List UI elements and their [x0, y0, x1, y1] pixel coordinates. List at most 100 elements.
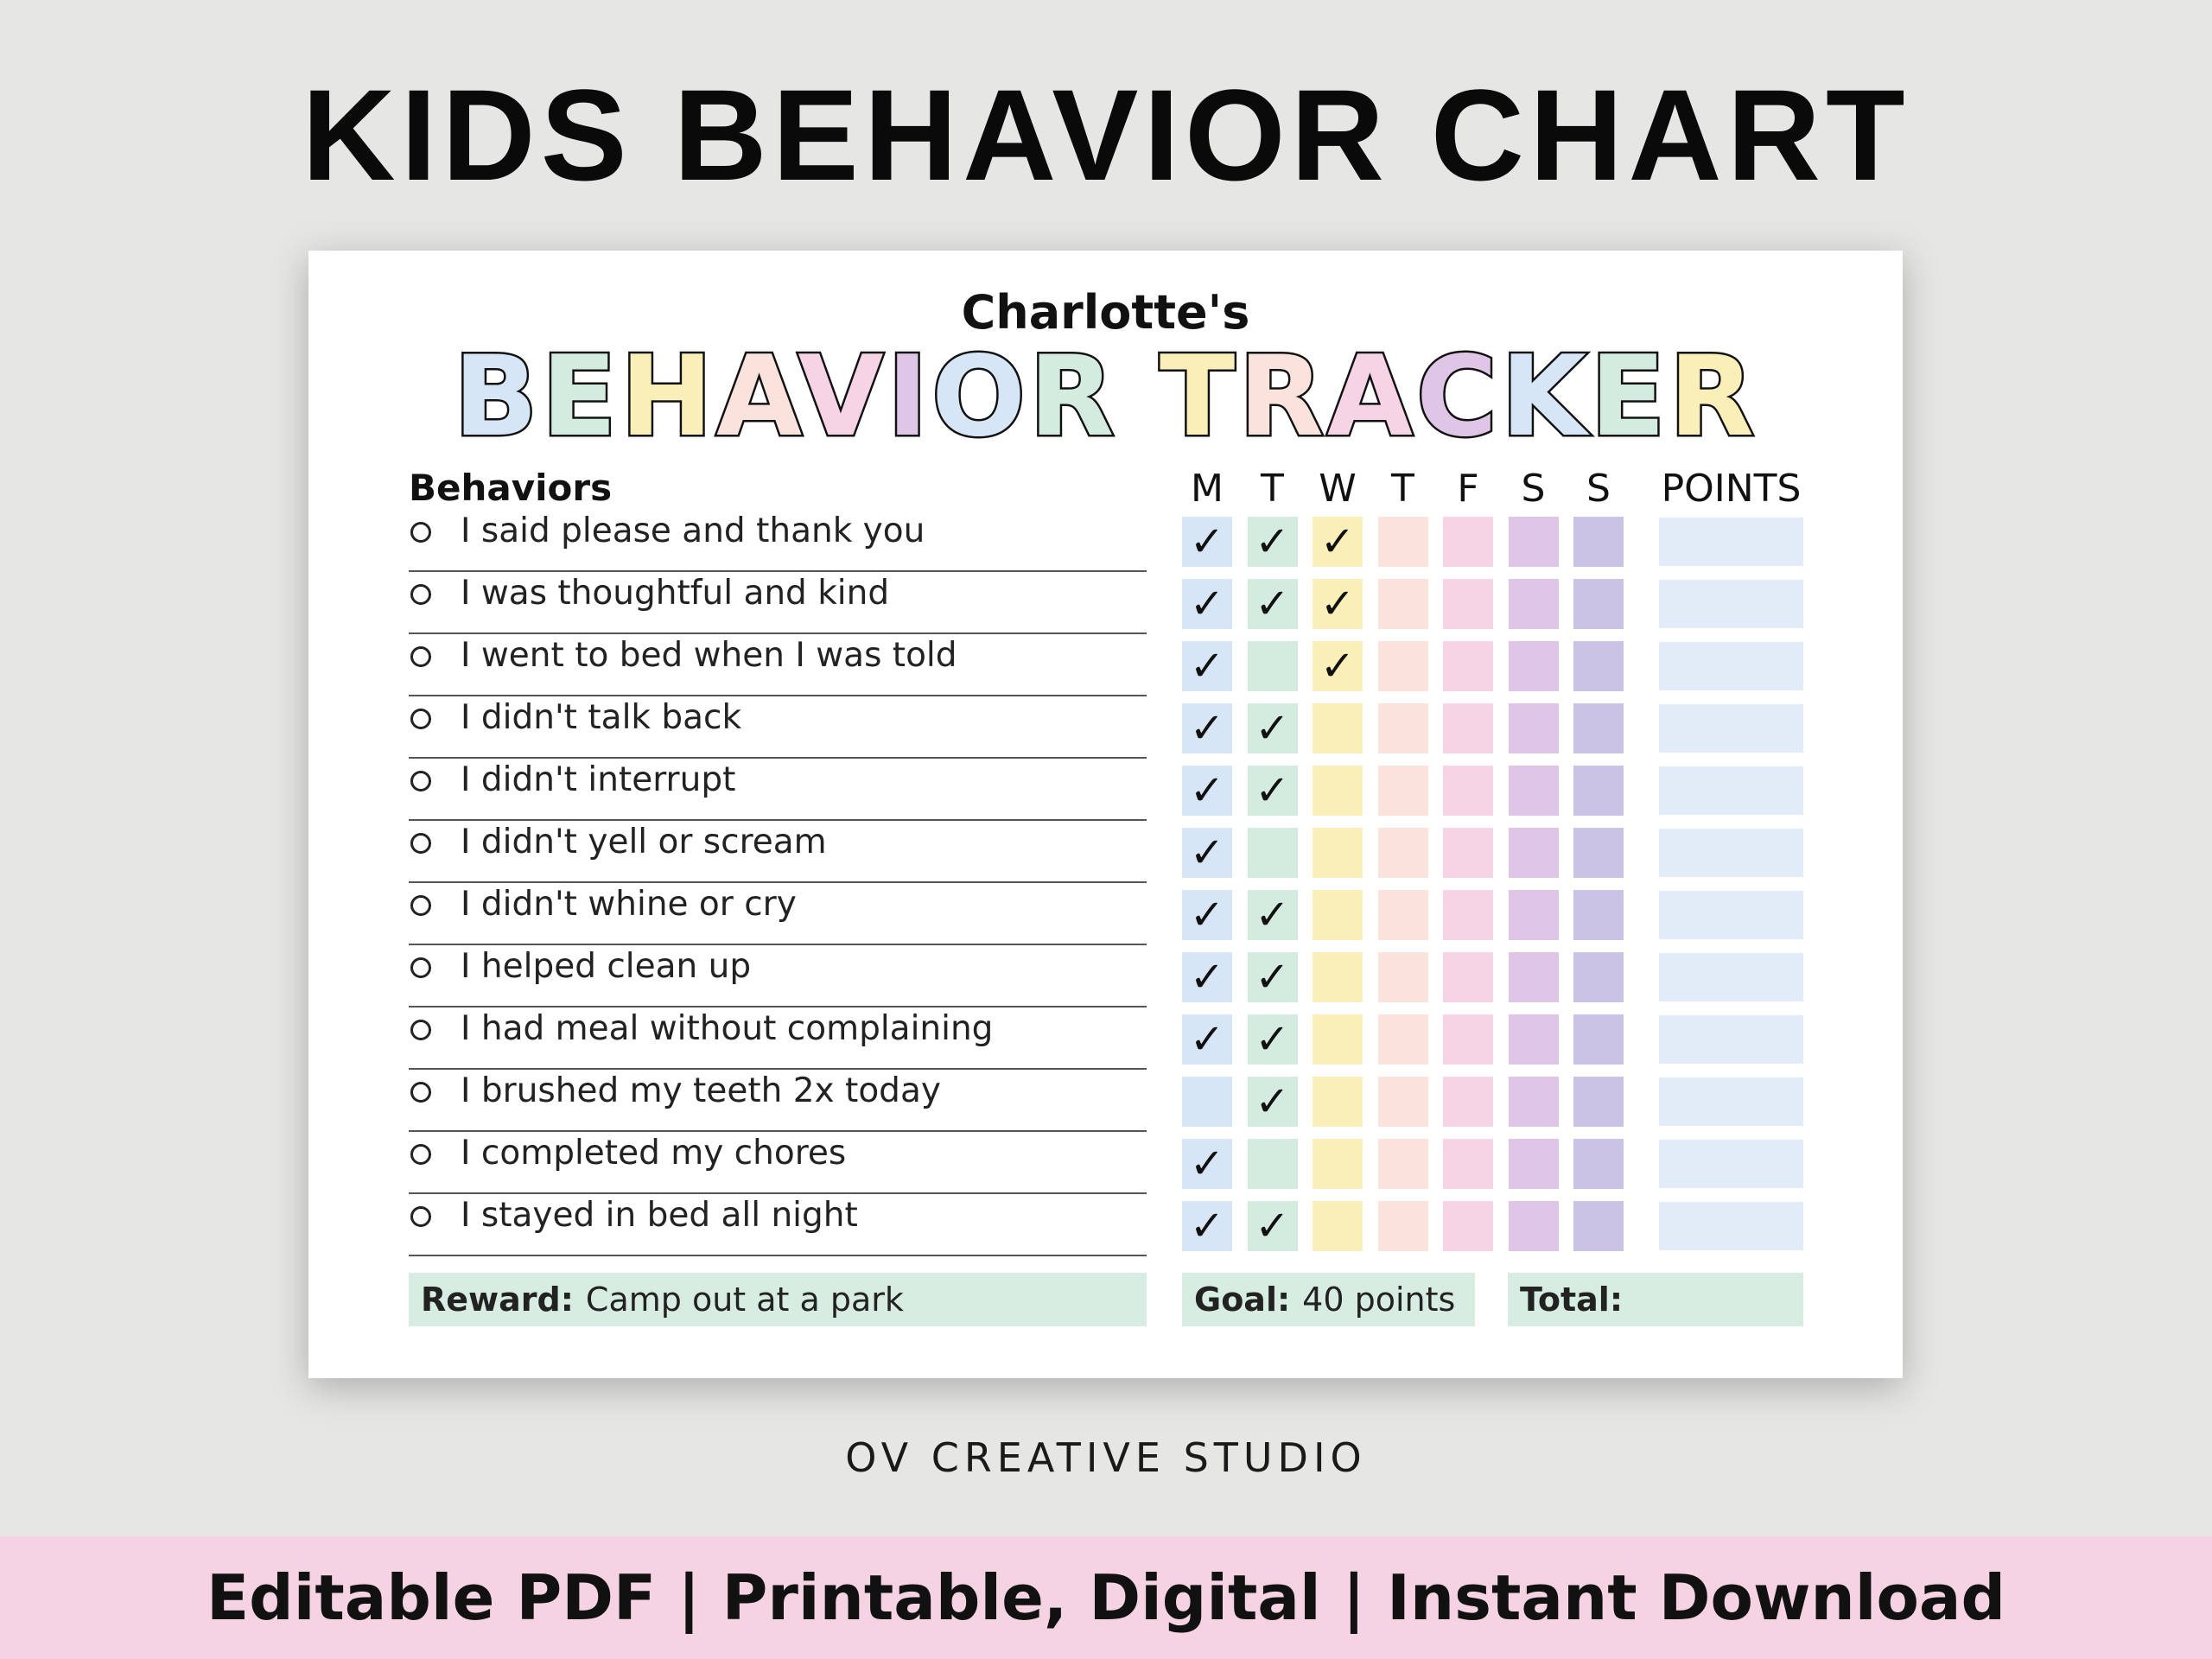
day-checkbox[interactable]: ✓: [1182, 517, 1232, 567]
total-box[interactable]: Total:: [1508, 1273, 1803, 1326]
day-checkbox[interactable]: [1443, 952, 1493, 1002]
day-checkbox[interactable]: [1443, 890, 1493, 940]
day-checkbox[interactable]: [1573, 952, 1624, 1002]
day-checkbox[interactable]: [1508, 952, 1559, 1002]
day-checkbox[interactable]: ✓: [1247, 517, 1298, 567]
day-checkbox[interactable]: [1443, 579, 1493, 629]
day-checkbox[interactable]: [1377, 1139, 1428, 1189]
day-checkbox[interactable]: [1508, 1201, 1559, 1251]
day-checkbox[interactable]: [1377, 579, 1428, 629]
day-checkbox[interactable]: [1377, 517, 1428, 567]
day-checkbox[interactable]: [1313, 703, 1363, 753]
day-checkbox[interactable]: ✓: [1182, 766, 1232, 816]
day-checkbox[interactable]: [1443, 703, 1493, 753]
day-checkbox[interactable]: [1182, 1077, 1232, 1127]
day-checkbox[interactable]: ✓: [1313, 579, 1363, 629]
points-box[interactable]: [1659, 766, 1803, 815]
day-checkbox[interactable]: ✓: [1182, 1139, 1232, 1189]
day-checkbox[interactable]: ✓: [1182, 828, 1232, 878]
day-checkbox[interactable]: [1377, 703, 1428, 753]
day-checkbox[interactable]: [1377, 1077, 1428, 1127]
day-checkbox[interactable]: ✓: [1182, 1014, 1232, 1065]
day-checkbox[interactable]: [1247, 1139, 1298, 1189]
day-checkbox[interactable]: [1313, 1201, 1363, 1251]
day-checkbox[interactable]: [1443, 1014, 1493, 1065]
day-checkbox[interactable]: [1573, 1139, 1624, 1189]
day-checkbox[interactable]: [1443, 1077, 1493, 1127]
day-checkbox[interactable]: ✓: [1247, 766, 1298, 816]
day-checkbox[interactable]: [1247, 641, 1298, 691]
points-box[interactable]: [1659, 518, 1803, 566]
day-checkbox[interactable]: [1443, 766, 1493, 816]
day-checkbox[interactable]: [1508, 641, 1559, 691]
day-checkbox[interactable]: ✓: [1247, 1201, 1298, 1251]
day-checkbox[interactable]: [1377, 641, 1428, 691]
day-checkbox[interactable]: [1377, 952, 1428, 1002]
day-checkbox[interactable]: ✓: [1182, 952, 1232, 1002]
day-checkbox[interactable]: ✓: [1247, 579, 1298, 629]
day-checkbox[interactable]: ✓: [1247, 952, 1298, 1002]
day-checkbox[interactable]: ✓: [1247, 890, 1298, 940]
day-checkbox[interactable]: [1573, 890, 1624, 940]
day-checkbox[interactable]: [1573, 579, 1624, 629]
day-checkbox[interactable]: [1573, 1077, 1624, 1127]
day-checkbox[interactable]: [1313, 890, 1363, 940]
day-checkbox[interactable]: [1573, 517, 1624, 567]
day-checkbox[interactable]: [1573, 828, 1624, 878]
day-checkbox[interactable]: [1313, 1014, 1363, 1065]
behavior-row: I didn't interrupt: [409, 759, 1147, 821]
points-box[interactable]: [1659, 642, 1803, 690]
day-checkbox[interactable]: [1573, 1201, 1624, 1251]
points-box[interactable]: [1659, 1077, 1803, 1126]
day-checkbox[interactable]: ✓: [1182, 703, 1232, 753]
points-box[interactable]: [1659, 1202, 1803, 1250]
day-checkbox[interactable]: [1573, 766, 1624, 816]
reward-box[interactable]: Reward: Camp out at a park: [409, 1273, 1147, 1326]
points-box[interactable]: [1659, 1015, 1803, 1064]
points-box[interactable]: [1659, 704, 1803, 753]
points-box[interactable]: [1659, 829, 1803, 877]
day-checkbox[interactable]: [1443, 517, 1493, 567]
day-checkbox[interactable]: [1508, 1077, 1559, 1127]
day-checkbox[interactable]: ✓: [1247, 1077, 1298, 1127]
day-checkbox[interactable]: ✓: [1313, 517, 1363, 567]
day-checkbox[interactable]: [1508, 703, 1559, 753]
day-checkbox[interactable]: [1508, 517, 1559, 567]
day-checkbox[interactable]: [1377, 766, 1428, 816]
day-checkbox[interactable]: [1313, 766, 1363, 816]
day-checkbox[interactable]: [1573, 641, 1624, 691]
day-checkbox[interactable]: ✓: [1182, 641, 1232, 691]
day-checkbox[interactable]: [1443, 828, 1493, 878]
day-checkbox[interactable]: [1313, 1077, 1363, 1127]
day-checkbox[interactable]: [1443, 1139, 1493, 1189]
points-box[interactable]: [1659, 891, 1803, 939]
day-checkbox[interactable]: ✓: [1182, 579, 1232, 629]
day-checkbox[interactable]: ✓: [1313, 641, 1363, 691]
day-checkbox[interactable]: [1313, 828, 1363, 878]
day-checkbox[interactable]: [1377, 1201, 1428, 1251]
day-checkbox[interactable]: [1247, 828, 1298, 878]
day-checkbox[interactable]: ✓: [1182, 1201, 1232, 1251]
day-checkbox[interactable]: [1313, 1139, 1363, 1189]
points-box[interactable]: [1659, 580, 1803, 628]
day-checkbox[interactable]: [1573, 1014, 1624, 1065]
day-checkbox[interactable]: ✓: [1247, 1014, 1298, 1065]
points-box[interactable]: [1659, 953, 1803, 1001]
day-checkbox[interactable]: [1313, 952, 1363, 1002]
day-checkbox[interactable]: [1508, 766, 1559, 816]
day-checkbox[interactable]: [1443, 1201, 1493, 1251]
day-checkbox[interactable]: [1377, 890, 1428, 940]
day-checkbox[interactable]: [1508, 1014, 1559, 1065]
day-checkbox[interactable]: [1508, 579, 1559, 629]
day-checkbox[interactable]: [1377, 828, 1428, 878]
day-checkbox[interactable]: [1377, 1014, 1428, 1065]
day-checkbox[interactable]: ✓: [1247, 703, 1298, 753]
day-checkbox[interactable]: [1508, 828, 1559, 878]
day-checkbox[interactable]: [1508, 1139, 1559, 1189]
points-box[interactable]: [1659, 1140, 1803, 1188]
day-checkbox[interactable]: [1508, 890, 1559, 940]
day-checkbox[interactable]: [1573, 703, 1624, 753]
day-checkbox[interactable]: ✓: [1182, 890, 1232, 940]
goal-box[interactable]: Goal: 40 points: [1182, 1273, 1475, 1326]
day-checkbox[interactable]: [1443, 641, 1493, 691]
